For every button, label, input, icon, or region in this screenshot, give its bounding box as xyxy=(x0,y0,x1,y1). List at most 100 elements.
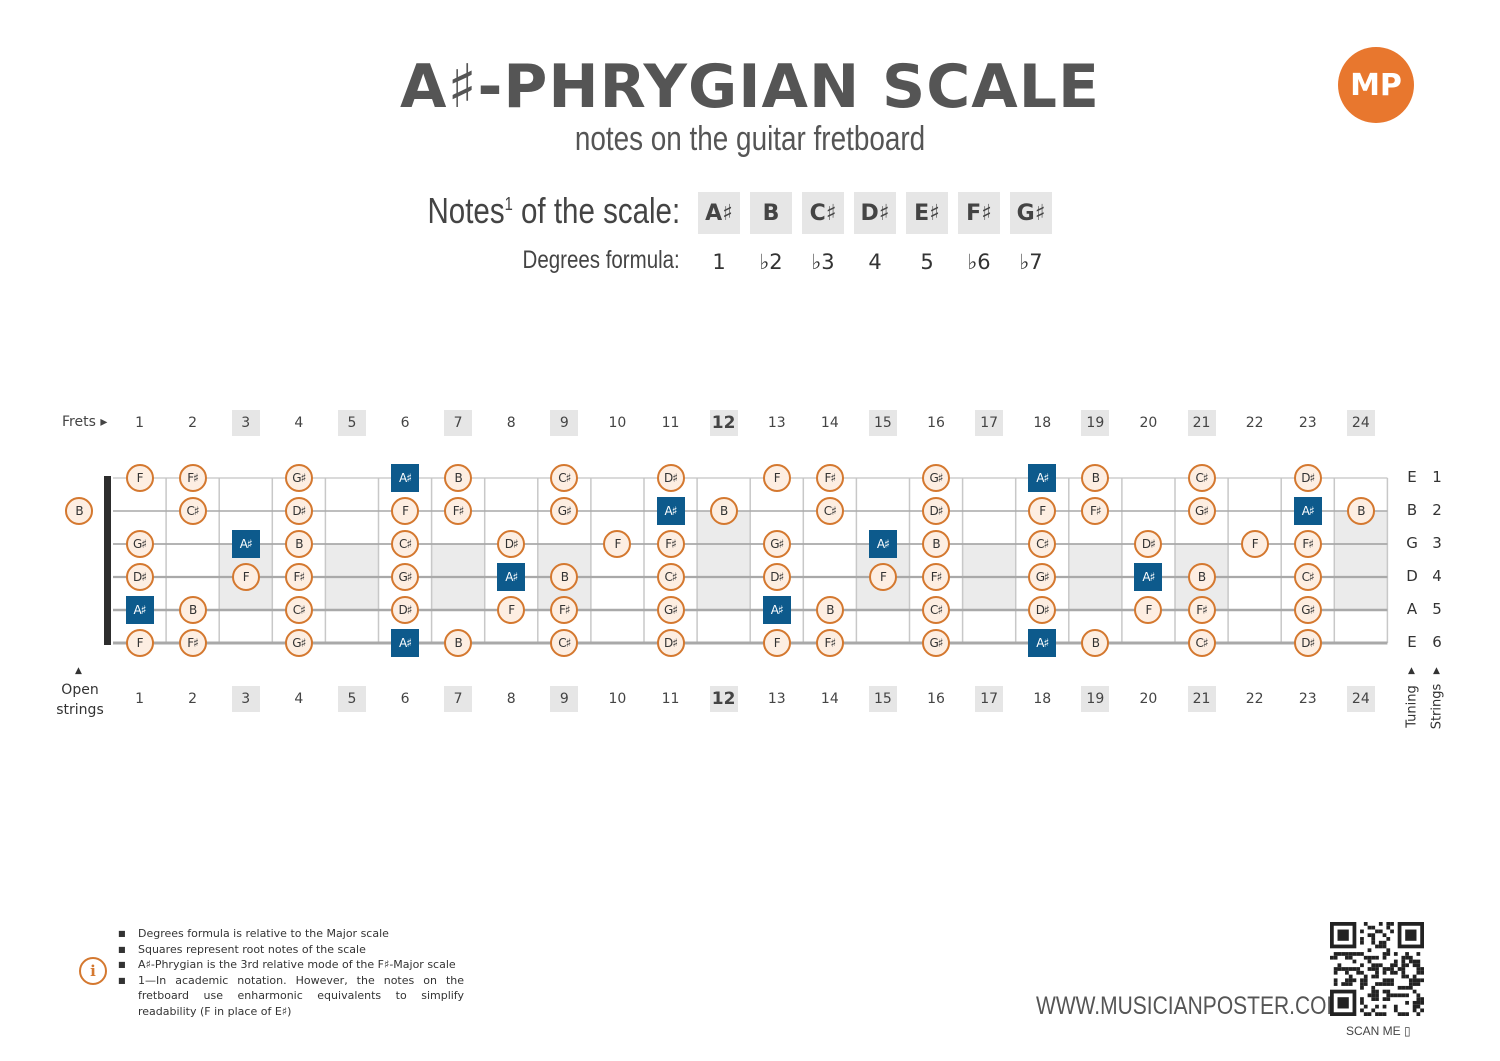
root-note-marker: A♯ xyxy=(1293,497,1322,525)
fret-number: 14 xyxy=(820,691,839,707)
tuning-note: B xyxy=(1406,501,1418,519)
fret-number: 22 xyxy=(1245,415,1264,431)
fret-number: 24 xyxy=(1346,686,1375,712)
string-number: 2 xyxy=(1432,501,1442,519)
fret-number: 9 xyxy=(550,410,579,436)
fret-number: 12 xyxy=(709,686,738,712)
scale-degree: ♭2 xyxy=(759,250,783,274)
fret-number: 5 xyxy=(337,410,366,436)
note-marker: F xyxy=(1134,596,1163,624)
root-note-marker: A♯ xyxy=(391,464,420,492)
note-marker: F♯ xyxy=(815,629,844,657)
note-marker: B xyxy=(709,497,738,525)
note-marker: B xyxy=(1187,563,1216,591)
note-marker: F♯ xyxy=(178,464,207,492)
note-marker: F♯ xyxy=(922,563,951,591)
note-marker: B xyxy=(922,530,951,558)
note-marker: D♯ xyxy=(762,563,791,591)
fret-number: 12 xyxy=(709,410,738,436)
note-marker: D♯ xyxy=(1028,596,1057,624)
scale-degree: 5 xyxy=(920,250,934,274)
note-marker: G♯ xyxy=(922,464,951,492)
string-number: 1 xyxy=(1432,468,1442,486)
note-marker: B xyxy=(178,596,207,624)
note-marker: D♯ xyxy=(125,563,154,591)
scale-degree: 1 xyxy=(712,250,726,274)
note-marker: F♯ xyxy=(815,464,844,492)
note-marker: F xyxy=(391,497,420,525)
root-note-marker: A♯ xyxy=(1028,464,1057,492)
note-marker: D♯ xyxy=(391,596,420,624)
fret-number: 7 xyxy=(444,686,473,712)
fret-number: 9 xyxy=(550,686,579,712)
logo-text: MP xyxy=(1350,67,1402,103)
root-note-marker: A♯ xyxy=(656,497,685,525)
fret-number: 6 xyxy=(400,415,410,431)
note-marker: C♯ xyxy=(550,464,579,492)
note-marker: B xyxy=(65,497,93,525)
note-marker: F♯ xyxy=(1081,497,1110,525)
root-note-marker: A♯ xyxy=(391,629,420,657)
note-marker: C♯ xyxy=(815,497,844,525)
fret-number: 17 xyxy=(975,410,1004,436)
fret-number: 3 xyxy=(231,686,260,712)
fret-number: 23 xyxy=(1298,691,1317,707)
website-link[interactable]: WWW.MUSICIANPOSTER.COM xyxy=(1036,992,1344,1020)
footnote-item: Squares represent root notes of the scal… xyxy=(118,942,464,958)
logo[interactable]: MP xyxy=(1338,47,1414,123)
note-marker: F♯ xyxy=(178,629,207,657)
note-marker: G♯ xyxy=(391,563,420,591)
note-marker: F xyxy=(603,530,632,558)
qr-code[interactable] xyxy=(1330,922,1424,1016)
strings-label: Strings xyxy=(1429,683,1445,730)
note-marker: D♯ xyxy=(497,530,526,558)
strings-arrow-icon: ▲ xyxy=(1433,666,1440,676)
note-marker: D♯ xyxy=(1293,464,1322,492)
note-marker: F xyxy=(1240,530,1269,558)
note-marker: F xyxy=(125,629,154,657)
note-marker: B xyxy=(1081,464,1110,492)
note-marker: B xyxy=(550,563,579,591)
string-number: 5 xyxy=(1432,600,1442,618)
root-note-marker: A♯ xyxy=(125,596,154,624)
scale-note: E♯ xyxy=(906,192,948,234)
note-marker: B xyxy=(444,629,473,657)
string-number: 6 xyxy=(1432,633,1442,651)
scale-note: B xyxy=(750,192,792,234)
fret-number: 11 xyxy=(661,415,680,431)
fret-number: 21 xyxy=(1187,686,1216,712)
fret-number: 21 xyxy=(1187,410,1216,436)
fret-number: 10 xyxy=(608,691,627,707)
fret-number: 4 xyxy=(294,691,304,707)
degrees-formula-label: Degrees formula: xyxy=(522,246,680,274)
fret-number: 2 xyxy=(188,691,198,707)
root-note-marker: A♯ xyxy=(1028,629,1057,657)
note-marker: F xyxy=(762,629,791,657)
root-note-marker: A♯ xyxy=(497,563,526,591)
fret-number: 14 xyxy=(820,415,839,431)
note-marker: G♯ xyxy=(125,530,154,558)
note-marker: B xyxy=(1346,497,1375,525)
footnotes: Degrees formula is relative to the Major… xyxy=(118,926,464,1019)
note-marker: F xyxy=(762,464,791,492)
note-marker: C♯ xyxy=(550,629,579,657)
note-marker: B xyxy=(284,530,313,558)
nut xyxy=(104,476,111,645)
string-number: 3 xyxy=(1432,534,1442,552)
note-marker: F♯ xyxy=(444,497,473,525)
info-icon: i xyxy=(79,957,107,985)
fret-number: 13 xyxy=(767,691,786,707)
fret-number: 19 xyxy=(1081,410,1110,436)
note-marker: C♯ xyxy=(1028,530,1057,558)
fret-number: 13 xyxy=(767,415,786,431)
note-marker: F xyxy=(497,596,526,624)
fret-number: 20 xyxy=(1139,415,1158,431)
note-marker: F♯ xyxy=(284,563,313,591)
phone-icon: ▯ xyxy=(1404,1024,1411,1038)
scale-degree: ♭3 xyxy=(811,250,835,274)
fret-number: 10 xyxy=(608,415,627,431)
tuning-arrow-icon: ▲ xyxy=(1408,666,1415,676)
scale-note: A♯ xyxy=(698,192,740,234)
note-marker: C♯ xyxy=(656,563,685,591)
